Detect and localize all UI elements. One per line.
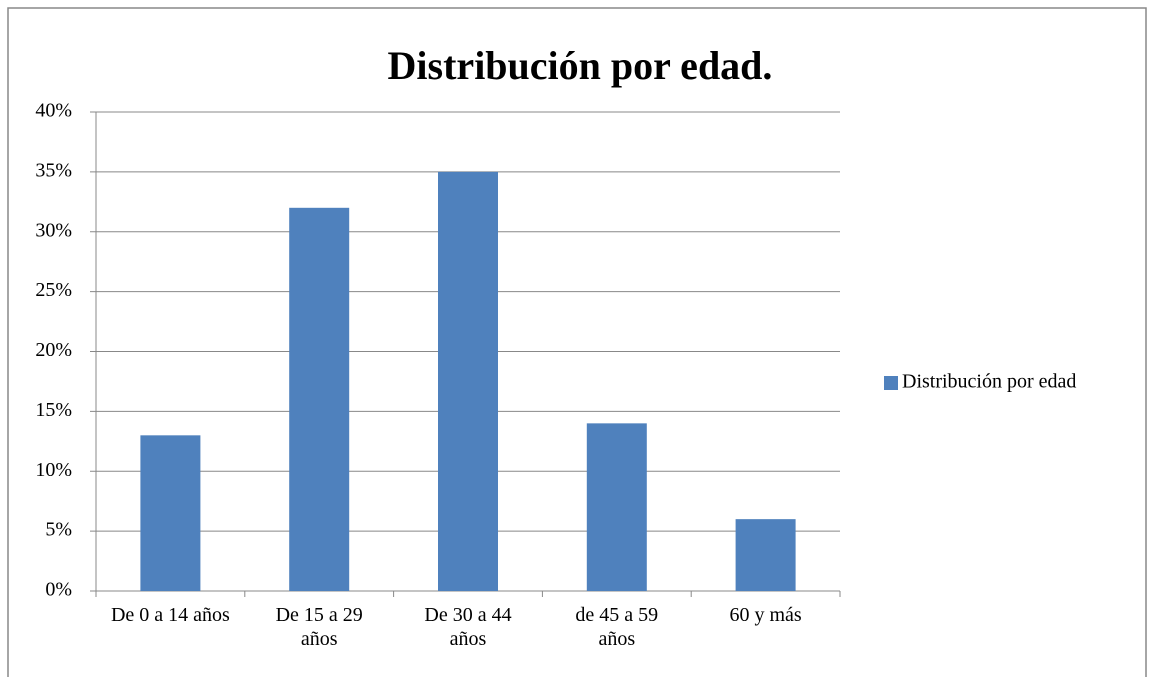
- y-tick-label: 35%: [35, 159, 72, 181]
- chart-border: [7, 7, 1147, 677]
- y-tick-label: 25%: [35, 279, 72, 301]
- y-tick-label: 40%: [35, 100, 72, 122]
- x-tick-label: De 30 a 44 años: [424, 604, 512, 650]
- y-tick-label: 15%: [35, 399, 72, 421]
- bar: [140, 435, 201, 591]
- y-tick-label: 30%: [35, 219, 72, 241]
- legend-swatch: [884, 376, 898, 390]
- y-tick-label: 20%: [35, 339, 72, 361]
- bar: [735, 519, 796, 591]
- bar: [438, 171, 498, 591]
- chart-title: Distribución por edad.: [388, 43, 773, 88]
- bar: [586, 423, 647, 591]
- x-tick-label: De 15 a 29 años: [275, 604, 363, 650]
- x-tick-label: 60 y más: [729, 604, 802, 626]
- x-tick-label: de 45 a 59 años: [575, 604, 659, 650]
- bar: [289, 207, 350, 592]
- y-tick-label: 5%: [45, 519, 72, 541]
- legend-label: Distribución por edad: [902, 371, 1076, 393]
- x-tick-label: De 0 a 14 años: [110, 604, 230, 626]
- y-tick-label: 10%: [35, 459, 72, 481]
- y-tick-label: 0%: [45, 579, 72, 601]
